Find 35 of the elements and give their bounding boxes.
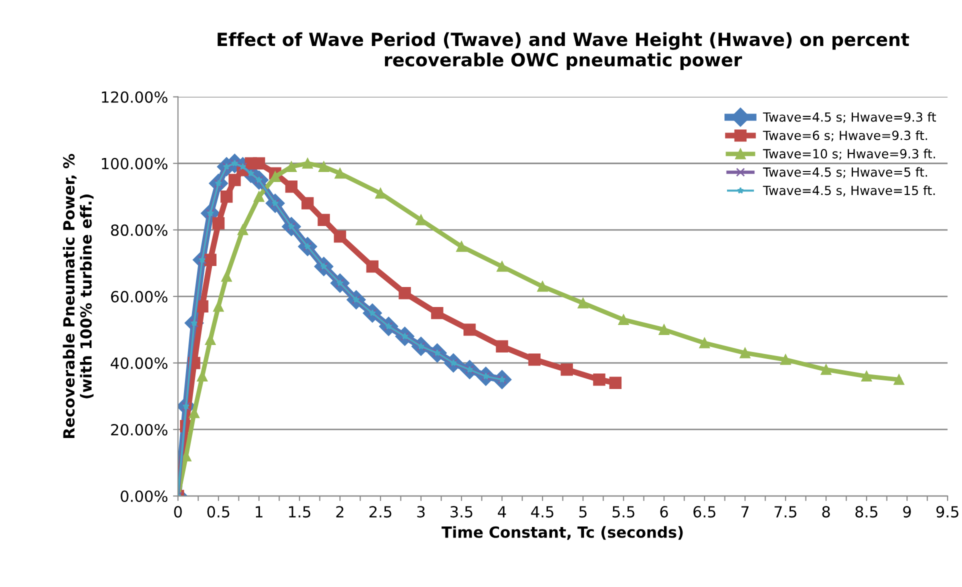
x-tick-label: 5.5: [612, 506, 634, 518]
y-tick-label: 40.00%: [110, 357, 168, 369]
x-tick-label: 1.5: [289, 506, 310, 518]
x-tick-label: 4.5: [531, 506, 554, 518]
legend-label: Twave=4.5 s; Hwave=5 ft.: [762, 167, 928, 178]
x-tick-label: 7.5: [774, 506, 796, 518]
y-tick-label: 100.00%: [102, 158, 168, 170]
x-axis-title: Time Constant, Tc (seconds): [442, 526, 683, 540]
x-tick-label: 9: [903, 506, 911, 518]
legend-label: Twave=10 s; Hwave=9.3 ft.: [762, 148, 935, 160]
x-tick-label: 1: [256, 506, 262, 518]
x-tick-label: 2.5: [369, 506, 392, 518]
x-tick-label: 3: [417, 506, 425, 518]
x-tick-label: 6: [660, 506, 668, 518]
x-tick-label: 6.5: [693, 506, 716, 518]
x-tick-label: 8.5: [855, 506, 878, 518]
legend-label: Twave=4.5 s, Hwave=15 ft.: [762, 185, 935, 196]
x-tick-label: 8: [822, 506, 830, 518]
x-tick-label: 9.5: [936, 506, 958, 518]
y-tick-label: 80.00%: [111, 224, 168, 236]
y-tick-label: 60.00%: [111, 290, 168, 302]
y-tick-label: 120.00%: [102, 91, 168, 103]
x-tick-label: 0.5: [207, 506, 230, 518]
x-tick-label: 4: [498, 506, 506, 518]
y-axis-title: Recoverable Pneumatic Power, % (with 100% turbine eff.): [62, 154, 94, 438]
x-tick-label: 7: [741, 506, 749, 518]
x-tick-label: 2: [336, 506, 344, 518]
y-tick-label: 20.00%: [111, 424, 168, 436]
chart-title: Effect of Wave Period (Twave) and Wave Height (Hwave) on percent recoverable OWC pneumatic power: [218, 32, 910, 70]
x-tick-label: 3.5: [450, 506, 472, 518]
legend-label: Twave=4.5 s; Hwave=9.3 ft: [762, 112, 936, 124]
y-tick-label: 0.00%: [120, 490, 168, 502]
legend-label: Twave=6 s; Hwave=9.3 ft.: [762, 130, 928, 142]
x-tick-label: 5: [579, 506, 587, 518]
x-tick-label: 0: [174, 506, 182, 518]
